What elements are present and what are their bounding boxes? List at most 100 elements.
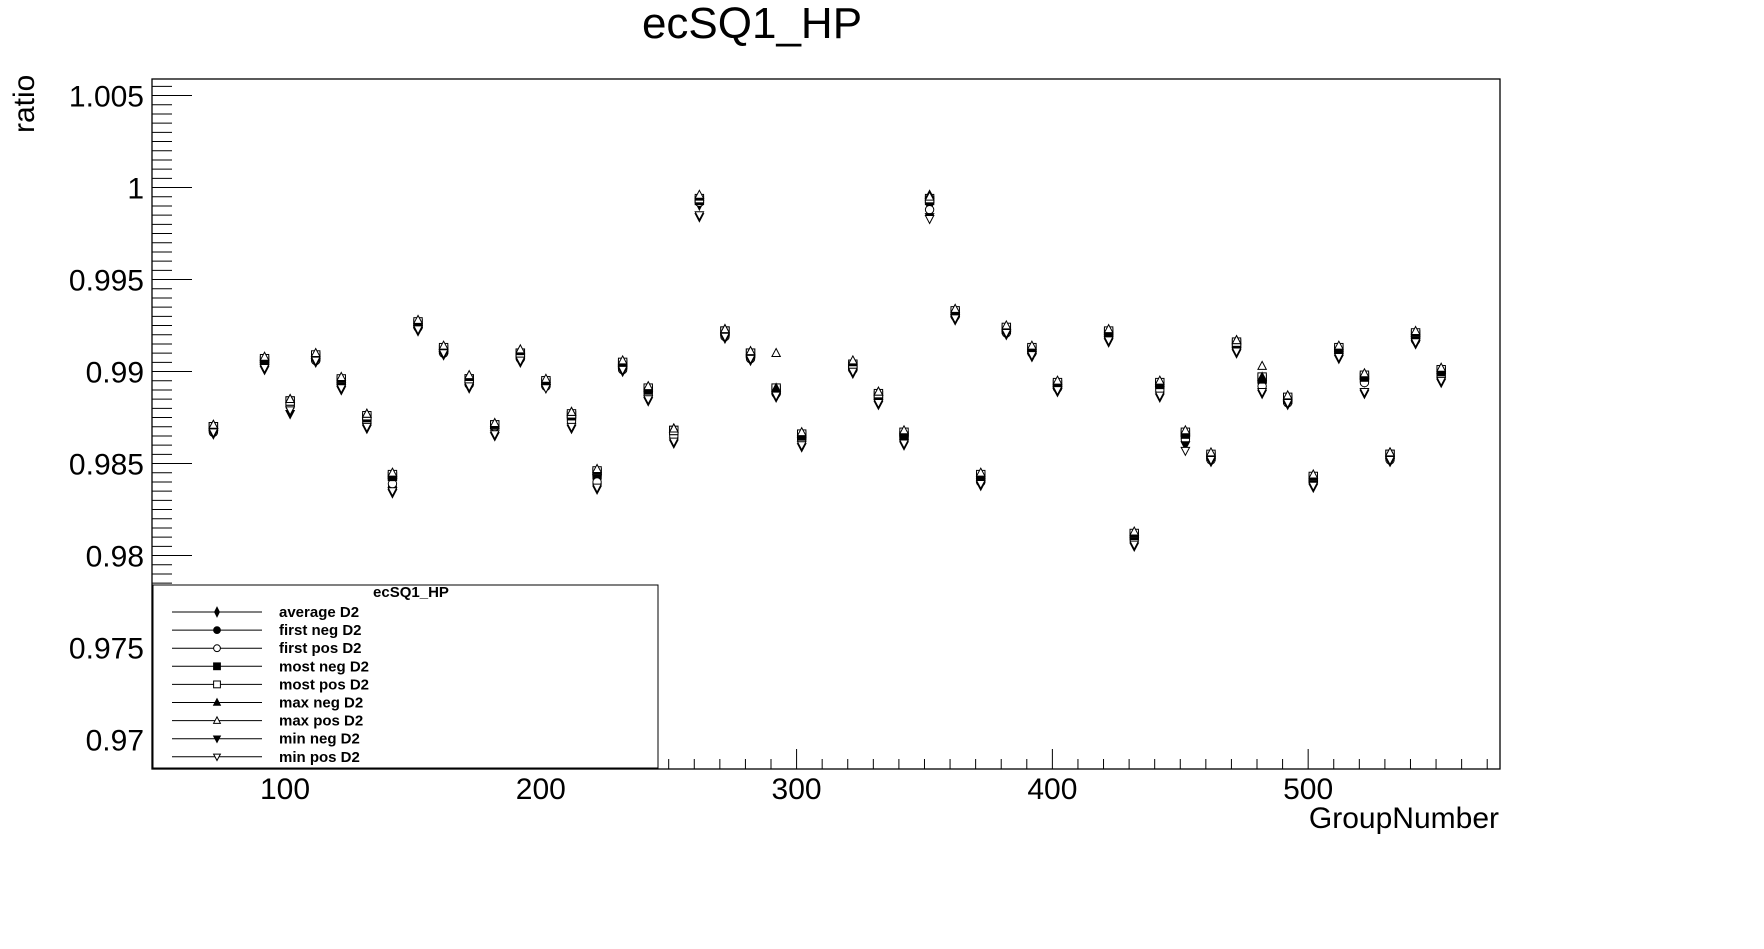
legend-label: first pos D2 <box>279 640 362 657</box>
data-point <box>617 354 628 365</box>
legend-marker <box>213 680 221 689</box>
data-point <box>873 386 884 396</box>
data-point <box>1205 446 1216 457</box>
data-point <box>208 428 219 438</box>
x-tick-label: 300 <box>772 773 822 806</box>
data-point <box>847 367 858 378</box>
data-point <box>285 393 296 404</box>
data-point <box>898 439 910 450</box>
plot-frame <box>151 78 1501 770</box>
data-point <box>796 426 807 437</box>
legend-entry: most neg D2 <box>172 658 369 675</box>
data-point <box>489 417 500 427</box>
data-point <box>515 343 526 354</box>
data-point <box>1052 375 1063 385</box>
data-point <box>1129 540 1140 551</box>
data-point <box>1180 424 1191 435</box>
y-tick-label: 1.005 <box>69 81 144 114</box>
data-point <box>1333 340 1344 350</box>
data-point <box>336 384 347 394</box>
legend-title: ecSQ1_HP <box>373 584 449 601</box>
data-point <box>745 345 756 356</box>
data-point <box>540 373 551 383</box>
data-point <box>975 479 986 490</box>
y-tick-label: 1 <box>127 173 144 206</box>
x-tick-label: 400 <box>1027 773 1077 806</box>
x-axis-label: GroupNumber <box>1309 802 1499 835</box>
data-point <box>1103 336 1114 346</box>
data-point <box>924 204 935 215</box>
data-point <box>771 347 782 358</box>
data-point <box>975 467 986 477</box>
y-axis-label: ratio <box>8 75 41 133</box>
legend-label: first neg D2 <box>279 622 362 639</box>
data-point <box>745 354 756 365</box>
data-point <box>1282 398 1293 409</box>
data-point <box>1154 391 1165 402</box>
legend-box <box>152 584 659 769</box>
data-point <box>336 371 347 381</box>
data-point <box>1180 446 1191 457</box>
data-point <box>1384 456 1396 466</box>
x-tick-label: 200 <box>516 773 566 806</box>
data-point <box>719 323 730 334</box>
data-point <box>1154 375 1165 385</box>
data-point <box>1384 446 1396 457</box>
legend-marker <box>213 644 221 653</box>
y-tick-label: 0.99 <box>86 357 144 390</box>
legend-entry: max neg D2 <box>172 695 363 712</box>
data-point <box>412 325 424 335</box>
legend-marker <box>214 606 220 618</box>
data-point <box>1333 352 1344 363</box>
data-point <box>1410 338 1421 348</box>
data-point <box>924 191 935 201</box>
y-tick-label: 0.97 <box>86 725 144 758</box>
data-point <box>387 467 398 477</box>
legend-marker <box>212 735 222 744</box>
data-point <box>771 382 782 392</box>
data-point <box>438 340 449 350</box>
legend-label: most neg D2 <box>279 658 369 675</box>
data-point <box>1129 525 1140 536</box>
data-point <box>694 189 705 199</box>
data-point <box>1359 387 1370 398</box>
data-point <box>566 406 577 416</box>
data-point <box>489 430 500 440</box>
data-point <box>1257 371 1268 381</box>
legend-entry: average D2 <box>172 604 359 621</box>
data-point <box>566 422 577 433</box>
data-point <box>796 441 807 451</box>
y-tick-label: 0.975 <box>69 633 144 666</box>
legend-label: max pos D2 <box>279 713 363 730</box>
data-point <box>771 391 782 402</box>
legend-label: average D2 <box>279 604 359 621</box>
y-tick-label: 0.995 <box>69 265 144 298</box>
data-point <box>592 463 603 473</box>
legend-label: most pos D2 <box>279 676 369 693</box>
data-point <box>1001 329 1012 339</box>
data-point <box>719 332 730 343</box>
legend-marker <box>212 753 222 762</box>
data-point <box>847 354 858 365</box>
data-point <box>617 365 628 376</box>
legend-entry: first pos D2 <box>172 640 362 657</box>
data-point <box>694 211 705 221</box>
data-point <box>515 356 526 367</box>
data-point <box>361 408 372 418</box>
chart-title: ecSQ1_HP <box>642 0 862 48</box>
legend-marker <box>212 715 222 724</box>
legend-marker <box>212 697 222 706</box>
data-point <box>898 424 910 435</box>
legend-marker <box>213 626 221 634</box>
data-point <box>208 419 219 429</box>
data-point <box>1052 386 1063 396</box>
legend-entry: min pos D2 <box>172 749 360 766</box>
data-point <box>1436 376 1447 387</box>
data-point <box>1205 456 1216 466</box>
data-point <box>1257 360 1268 370</box>
legend-entry: max pos D2 <box>172 713 363 730</box>
data-point <box>1026 340 1037 350</box>
series-min-pos-d2 <box>208 211 1447 551</box>
y-tick-label: 0.98 <box>86 541 144 574</box>
